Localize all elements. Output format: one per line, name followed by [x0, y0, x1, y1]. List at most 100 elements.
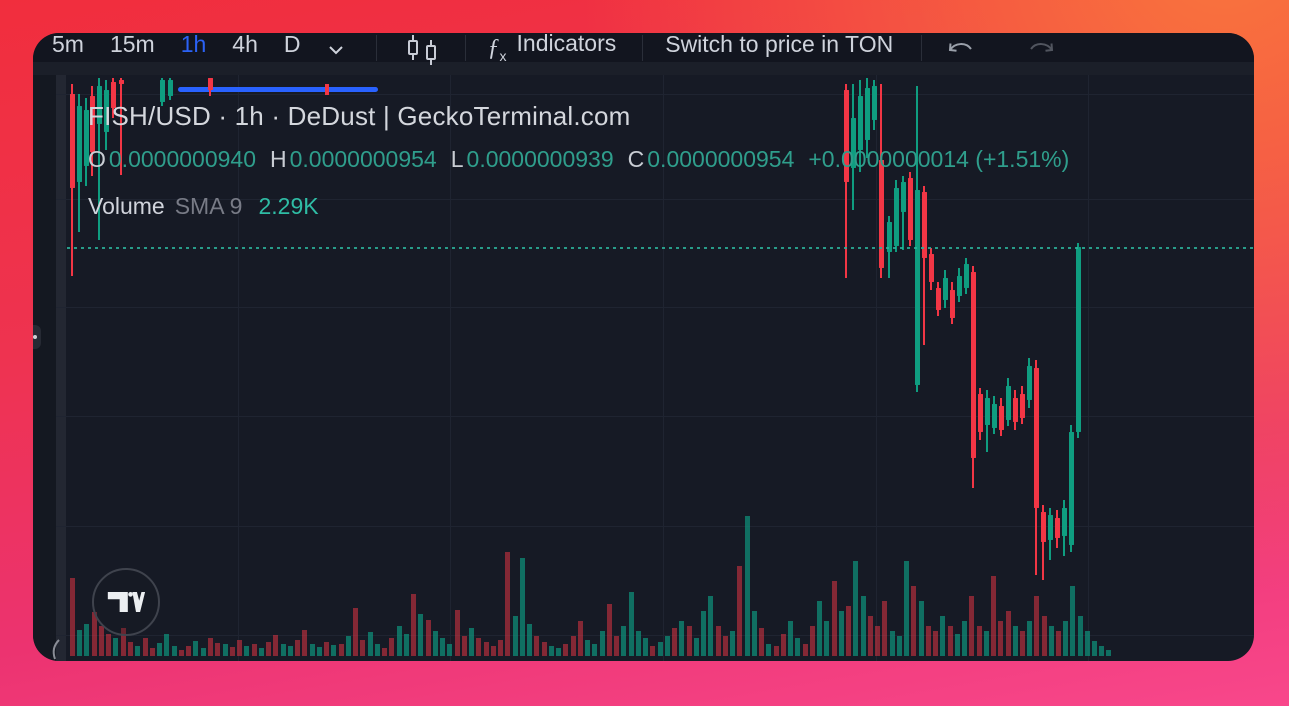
timeframe-button-1h[interactable]: 1h — [168, 33, 220, 56]
volume-bar — [897, 636, 902, 656]
candle-body — [111, 82, 116, 108]
volume-bar — [861, 596, 866, 656]
tradingview-logo[interactable] — [92, 568, 160, 636]
volume-bar — [193, 641, 198, 656]
volume-bar — [752, 611, 757, 656]
candle-wick — [902, 176, 904, 250]
volume-bar — [244, 646, 249, 656]
volume-bar — [1063, 621, 1068, 656]
switch-currency-button[interactable]: Switch to price in TON — [653, 33, 905, 56]
symbol-title: FISH/USD · 1h · DeDust | GeckoTerminal.c… — [88, 101, 631, 131]
volume-bar — [281, 644, 286, 656]
candle-body — [97, 86, 102, 124]
volume-bar — [1027, 621, 1032, 656]
left-panel-toggle[interactable] — [33, 325, 41, 349]
open-value: 0.0000000940 — [108, 146, 256, 172]
timeframe-button-5m[interactable]: 5m — [39, 33, 97, 56]
candle-body — [1055, 518, 1060, 538]
volume-bar — [890, 631, 895, 656]
undo-button[interactable] — [932, 39, 990, 61]
candle-body — [104, 90, 109, 132]
fx-function-icon: ƒx — [487, 34, 507, 64]
volume-bar — [433, 631, 438, 656]
grid-line-vertical — [1088, 75, 1089, 661]
bottom-collapse-arrow[interactable] — [49, 639, 63, 661]
tradingview-logo-icon — [107, 592, 146, 612]
volume-bar — [737, 566, 742, 656]
volume-bar — [629, 592, 634, 656]
volume-bar — [92, 612, 97, 656]
volume-bar — [469, 628, 474, 656]
volume-bar — [346, 636, 351, 656]
volume-bar — [745, 516, 750, 656]
candle-wick — [923, 186, 925, 345]
volume-bar — [592, 644, 597, 656]
volume-bar — [317, 647, 322, 656]
volume-bar — [208, 638, 213, 656]
candle-body — [1069, 432, 1074, 545]
current-price-dotted-line — [67, 247, 1254, 249]
volume-bar — [353, 608, 358, 656]
timeframe-button-15m[interactable]: 15m — [97, 33, 168, 56]
candle-body — [879, 160, 884, 268]
high-value: 0.0000000954 — [289, 146, 437, 172]
volume-bar — [716, 626, 721, 656]
candle-body — [1041, 512, 1046, 542]
chart-canvas[interactable] — [33, 33, 1254, 661]
volume-bar — [730, 631, 735, 656]
volume-bar — [556, 648, 561, 656]
timeframe-button-d[interactable]: D — [271, 33, 314, 56]
candle-body — [887, 222, 892, 252]
toolbar-separator — [642, 35, 644, 61]
volume-bar — [571, 636, 576, 656]
volume-bar — [650, 646, 655, 656]
volume-bar — [273, 635, 278, 656]
indicators-label: Indicators — [516, 33, 617, 57]
chevron-down-icon — [328, 46, 343, 55]
toolbar-separator — [921, 35, 923, 61]
volume-bar — [694, 638, 699, 656]
volume-bar — [310, 644, 315, 656]
volume-bar — [106, 634, 111, 656]
candle-body — [1020, 394, 1025, 418]
grid-line-horizontal — [56, 199, 1254, 200]
volume-bar — [266, 642, 271, 656]
curved-chevron-icon — [52, 639, 60, 660]
volume-bar — [462, 636, 467, 656]
timeframe-button-4h[interactable]: 4h — [219, 33, 271, 56]
volume-bar — [157, 643, 162, 656]
volume-bar — [150, 648, 155, 656]
timeframe-menu-button[interactable] — [314, 45, 358, 55]
candle-body — [70, 94, 75, 188]
volume-row: Volume SMA 9 2.29K — [88, 193, 1069, 220]
volume-bar — [113, 638, 118, 656]
volume-bar — [962, 621, 967, 656]
indicators-button[interactable]: ƒx Indicators — [476, 33, 629, 62]
candle-body — [851, 118, 856, 168]
left-rail — [33, 75, 56, 661]
volume-bar — [578, 621, 583, 656]
low-label: L — [450, 146, 464, 172]
grid-line-horizontal — [56, 94, 1254, 95]
candle-body — [1006, 386, 1011, 420]
chart-style-button[interactable] — [395, 34, 449, 66]
blue-line-red-tick — [325, 84, 329, 95]
volume-bar — [977, 626, 982, 656]
candle-body — [1027, 366, 1032, 400]
redo-button[interactable] — [1012, 39, 1070, 61]
toolbar-separator — [464, 35, 466, 61]
volume-bar — [788, 621, 793, 656]
volume-bar — [1013, 626, 1018, 656]
volume-bar — [397, 626, 402, 656]
volume-bar — [498, 640, 503, 656]
volume-bar — [658, 642, 663, 656]
candle-body — [943, 278, 948, 300]
volume-bar — [1099, 646, 1104, 656]
volume-bar — [984, 631, 989, 656]
volume-bar — [1049, 626, 1054, 656]
volume-bar — [295, 640, 300, 656]
volume-bar — [911, 586, 916, 656]
grid-line-horizontal — [56, 635, 1254, 636]
switch-currency-label: Switch to price in TON — [665, 33, 894, 57]
candle-body — [936, 288, 941, 310]
